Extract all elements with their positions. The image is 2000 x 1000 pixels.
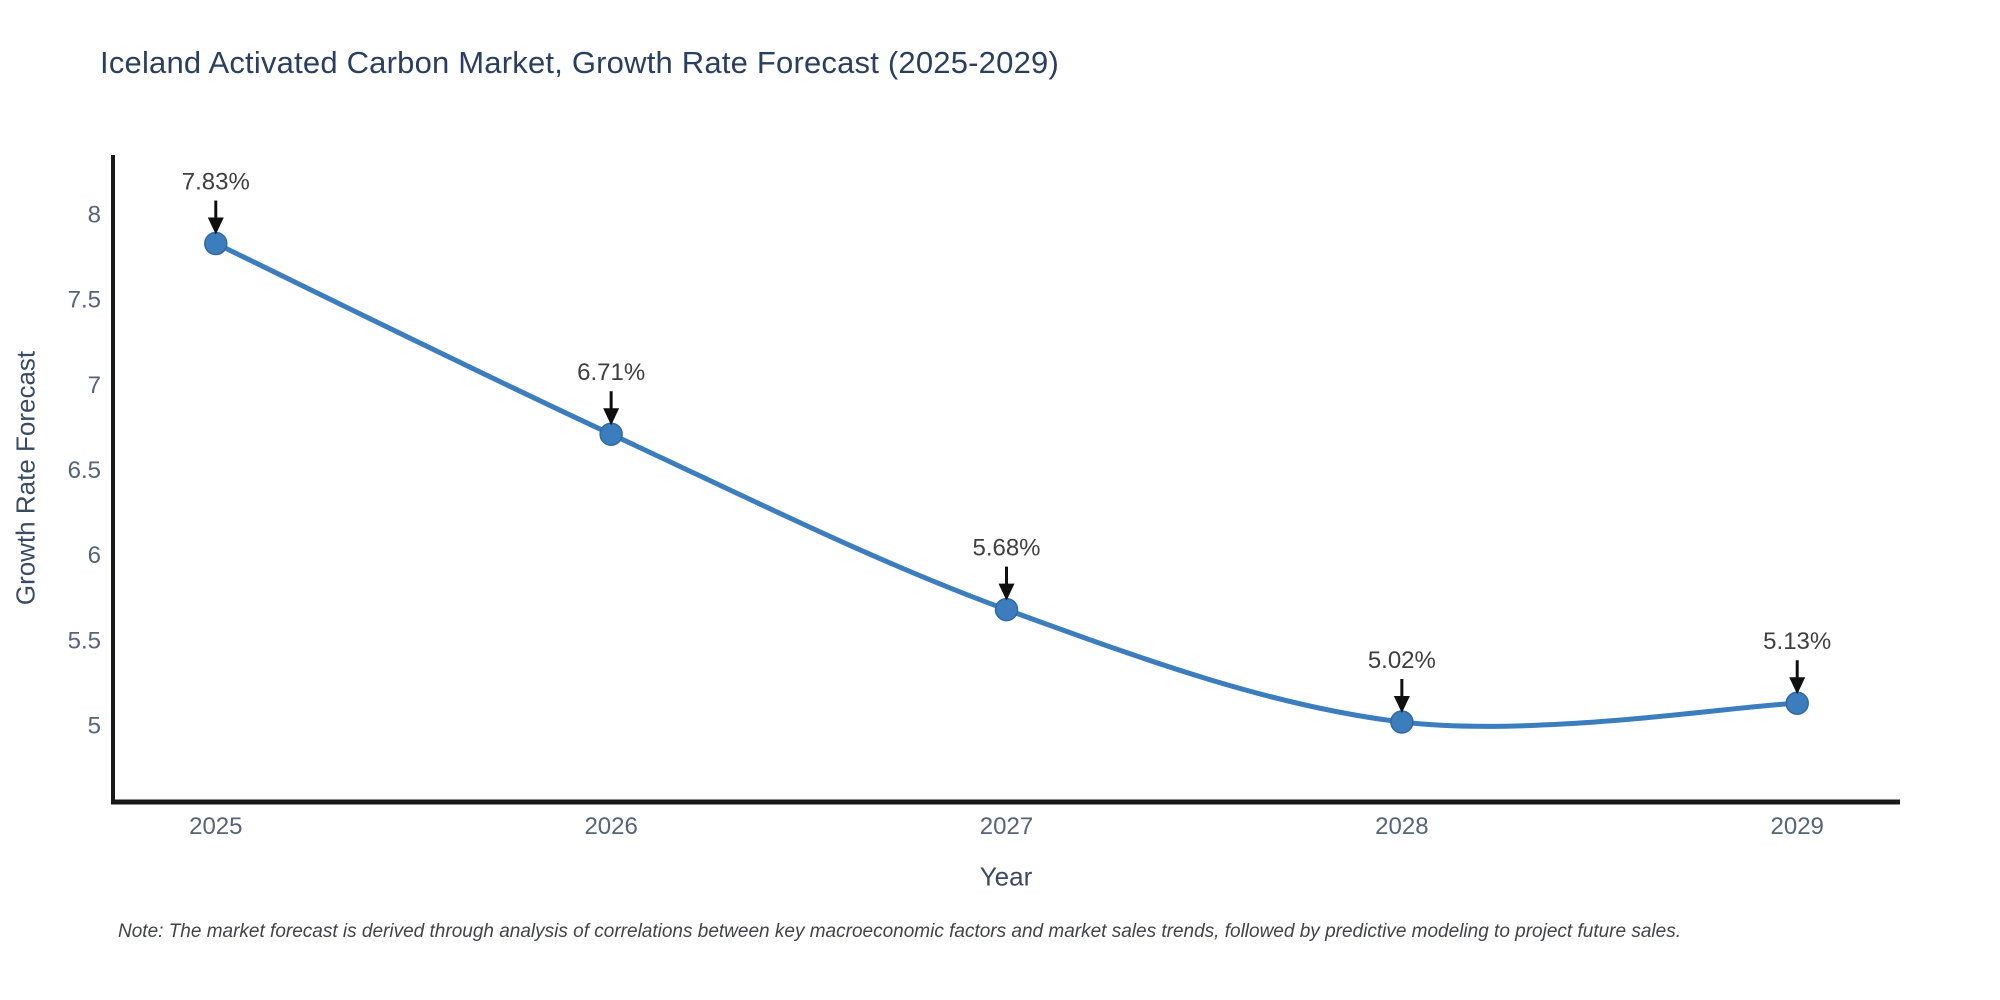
series-line <box>213 241 1800 729</box>
x-tick-label-2026: 2026 <box>584 813 637 840</box>
annotation-arrow-head-2027 <box>998 583 1015 601</box>
data-point-2028[interactable] <box>1390 710 1414 734</box>
annotation-label-2026: 6.71% <box>577 359 645 386</box>
x-tick-label-2025: 2025 <box>189 813 242 840</box>
data-point-2029[interactable] <box>1785 691 1809 715</box>
annotation-arrow-head-2028 <box>1393 695 1410 713</box>
y-tick-label-7.5: 7.5 <box>68 287 101 314</box>
data-point-2026[interactable] <box>599 422 623 446</box>
x-tick-label-2029: 2029 <box>1771 813 1824 840</box>
data-point-2027[interactable] <box>994 597 1019 622</box>
annotation-arrow-head-2026 <box>603 408 620 426</box>
annotation-arrow-head-2029 <box>1789 677 1806 695</box>
y-axis-title: Growth Rate Forecast <box>10 350 41 606</box>
annotation-label-2029: 5.13% <box>1763 628 1831 655</box>
y-tick-label-8: 8 <box>88 202 101 229</box>
data-point-2025[interactable] <box>204 231 228 256</box>
annotation-label-2028: 5.02% <box>1368 647 1436 674</box>
x-tick-label-2028: 2028 <box>1375 813 1428 840</box>
y-tick-label-6: 6 <box>88 542 101 569</box>
y-tick-label-5: 5 <box>88 712 101 739</box>
annotation-label-2025: 7.83% <box>182 169 250 196</box>
annotation-label-2027: 5.68% <box>972 535 1040 562</box>
y-tick-label-7: 7 <box>88 372 101 399</box>
y-tick-label-5.5: 5.5 <box>68 627 101 654</box>
x-tick-label-2027: 2027 <box>980 813 1033 840</box>
y-tick-label-6.5: 6.5 <box>68 457 101 484</box>
chart-note: Note: The market forecast is derived thr… <box>118 921 1681 942</box>
chart-title: Iceland Activated Carbon Market, Growth … <box>100 45 1059 80</box>
x-axis-title: Year <box>979 861 1033 892</box>
annotation-arrow-head-2025 <box>207 217 224 235</box>
